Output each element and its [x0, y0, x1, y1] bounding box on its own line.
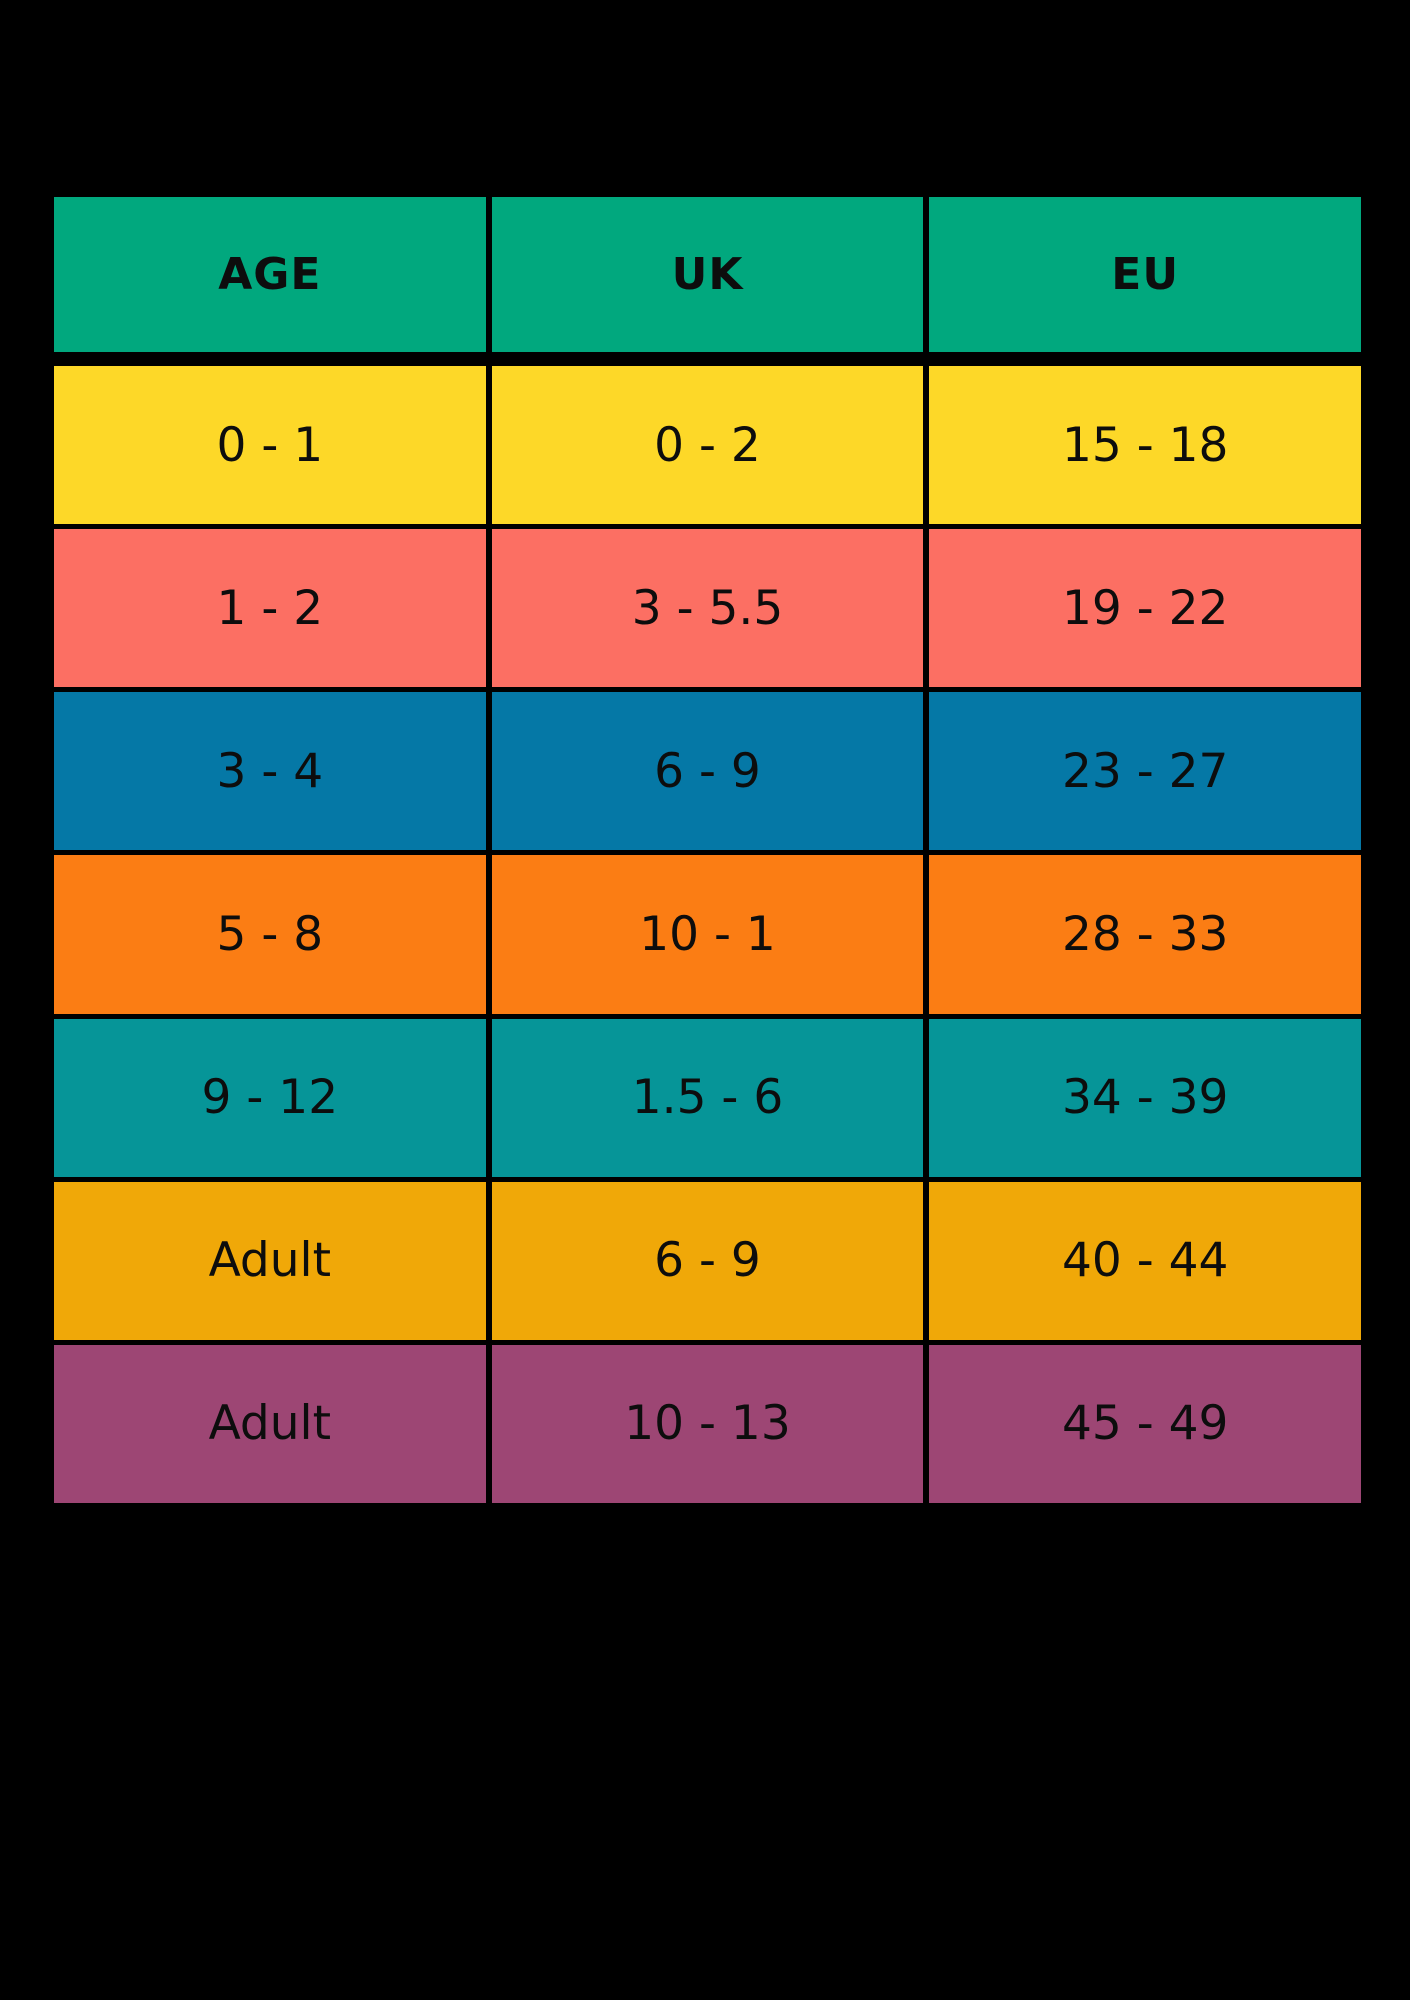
table-row: Adult 10 - 13 45 - 49	[54, 1344, 1362, 1503]
eu-cell: 45 - 49	[929, 1344, 1362, 1503]
uk-cell: 3 - 5.5	[491, 529, 924, 688]
uk-cell: 10 - 13	[491, 1344, 924, 1503]
column-header-uk: UK	[491, 197, 924, 352]
eu-cell: 28 - 33	[929, 855, 1362, 1014]
age-cell: 5 - 8	[54, 855, 486, 1014]
eu-cell: 40 - 44	[929, 1181, 1362, 1340]
age-cell: Adult	[54, 1344, 486, 1503]
table-row: 0 - 1 0 - 2 15 - 18	[54, 366, 1362, 525]
uk-cell: 6 - 9	[491, 1181, 924, 1340]
table-row: 5 - 8 10 - 1 28 - 33	[54, 855, 1362, 1014]
age-cell: 1 - 2	[54, 529, 486, 688]
uk-cell: 0 - 2	[491, 366, 924, 525]
table-row: 3 - 4 6 - 9 23 - 27	[54, 692, 1362, 851]
eu-cell: 34 - 39	[929, 1018, 1362, 1177]
table-row: Adult 6 - 9 40 - 44	[54, 1181, 1362, 1340]
table-row: 9 - 12 1.5 - 6 34 - 39	[54, 1018, 1362, 1177]
uk-cell: 1.5 - 6	[491, 1018, 924, 1177]
eu-cell: 19 - 22	[929, 529, 1362, 688]
age-cell: 0 - 1	[54, 366, 486, 525]
column-header-age: AGE	[54, 197, 486, 352]
size-table: AGE UK EU 0 - 1 0 - 2 15 - 18 1 - 2 3 - …	[54, 197, 1362, 1503]
uk-cell: 6 - 9	[491, 692, 924, 851]
eu-cell: 23 - 27	[929, 692, 1362, 851]
age-cell: Adult	[54, 1181, 486, 1340]
age-cell: 3 - 4	[54, 692, 486, 851]
column-header-eu: EU	[929, 197, 1362, 352]
uk-cell: 10 - 1	[491, 855, 924, 1014]
age-cell: 9 - 12	[54, 1018, 486, 1177]
table-row: 1 - 2 3 - 5.5 19 - 22	[54, 529, 1362, 688]
eu-cell: 15 - 18	[929, 366, 1362, 525]
header-row: AGE UK EU	[54, 197, 1362, 352]
